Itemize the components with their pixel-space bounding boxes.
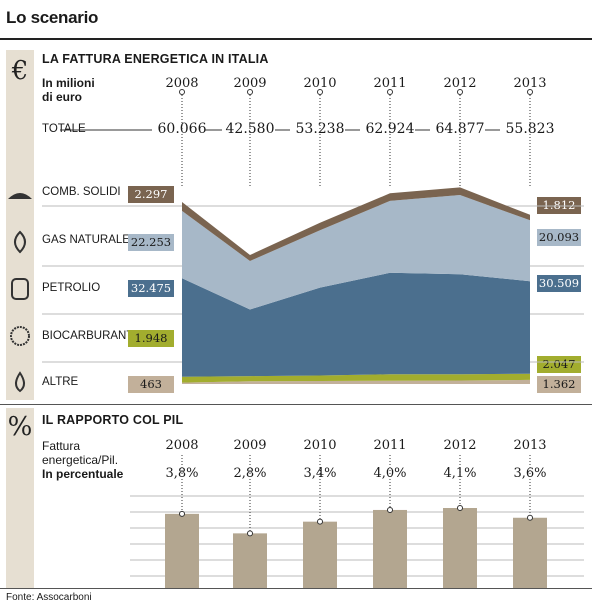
section2-heading: IL RAPPORTO COL PIL [42,413,184,427]
bar-year-label: 2009 [233,438,267,453]
flame-icon [14,230,26,254]
subtitle-line-3: In percentuale [42,467,124,481]
series-last-value: 30.509 [537,275,581,292]
bar-year-label: 2012 [443,438,477,453]
bar-marker [317,518,323,525]
bar [303,521,337,588]
guide-marker [387,89,393,95]
bar [373,509,407,588]
source-note: Fonte: Assocarboni [6,592,92,603]
bar-marker [387,506,393,513]
series-last-value: 2.047 [537,356,581,373]
bar-marker [179,510,185,517]
year-label: 2011 [373,76,407,91]
guide-marker [317,89,323,95]
subtitle-line-2: di euro [42,90,83,104]
year-label: 2010 [303,76,337,91]
bar [513,517,547,588]
guide-marker [527,89,533,95]
area-petrolio [182,272,530,377]
section1-subtitle: In milioni di euro [42,76,95,104]
title-rule [0,38,592,40]
bar-marker [457,505,463,511]
section2-subtitle: Fattura energetica/Pil. In percentuale [42,439,123,481]
bar-year-label: 2008 [165,438,199,453]
year-label: 2008 [165,76,199,91]
year-label: 2013 [513,76,547,91]
bar-year-label: 2013 [513,438,547,453]
total-label: TOTALE [42,123,86,135]
series-first-value: 463 [128,376,174,393]
barrel-icon [11,278,29,300]
drops-icon [15,371,25,393]
bar [233,533,267,588]
section-divider [0,404,592,405]
icon-column-2 [6,408,34,588]
icon-column [6,50,34,400]
subtitle-line-1: Fattura [42,439,81,453]
series-last-value: 20.093 [537,229,581,246]
series-label: COMB. SOLIDI [42,186,121,198]
series-last-value: 1.362 [537,376,581,393]
series-first-value: 2.297 [128,186,174,203]
bar-marker [527,514,533,521]
series-first-value: 32.475 [128,280,174,297]
bottom-rule [0,588,592,589]
year-label: 2009 [233,76,267,91]
guide-marker [247,89,253,95]
sunflower-icon [10,326,30,346]
series-label: BIOCARBURANTI [42,330,137,342]
guide-marker [457,89,463,95]
bar [443,508,477,588]
section1-heading: LA FATTURA ENERGETICA IN ITALIA [42,52,269,66]
subtitle-line-1: In milioni [42,76,95,90]
series-label: PETROLIO [42,282,101,294]
series-label: GAS NATURALE [42,234,130,246]
euro-icon: € [11,56,29,86]
series-first-value: 1.948 [128,330,174,347]
bar [165,513,199,588]
page-title: Lo scenario [6,8,99,27]
series-label: ALTRE [42,376,79,388]
series-first-value: 22.253 [128,234,174,251]
area-biocarburanti [182,373,530,383]
bar-marker [247,530,253,537]
subtitle-line-2: energetica/Pil. [42,453,119,467]
bar-year-label: 2010 [303,438,337,453]
coal-icon [8,193,32,199]
bar-year-label: 2011 [373,438,407,453]
year-label: 2012 [443,76,477,91]
guide-marker [179,89,185,95]
percent-icon: % [7,412,33,442]
area-altre [182,379,530,384]
area-gas-naturale [182,195,530,310]
